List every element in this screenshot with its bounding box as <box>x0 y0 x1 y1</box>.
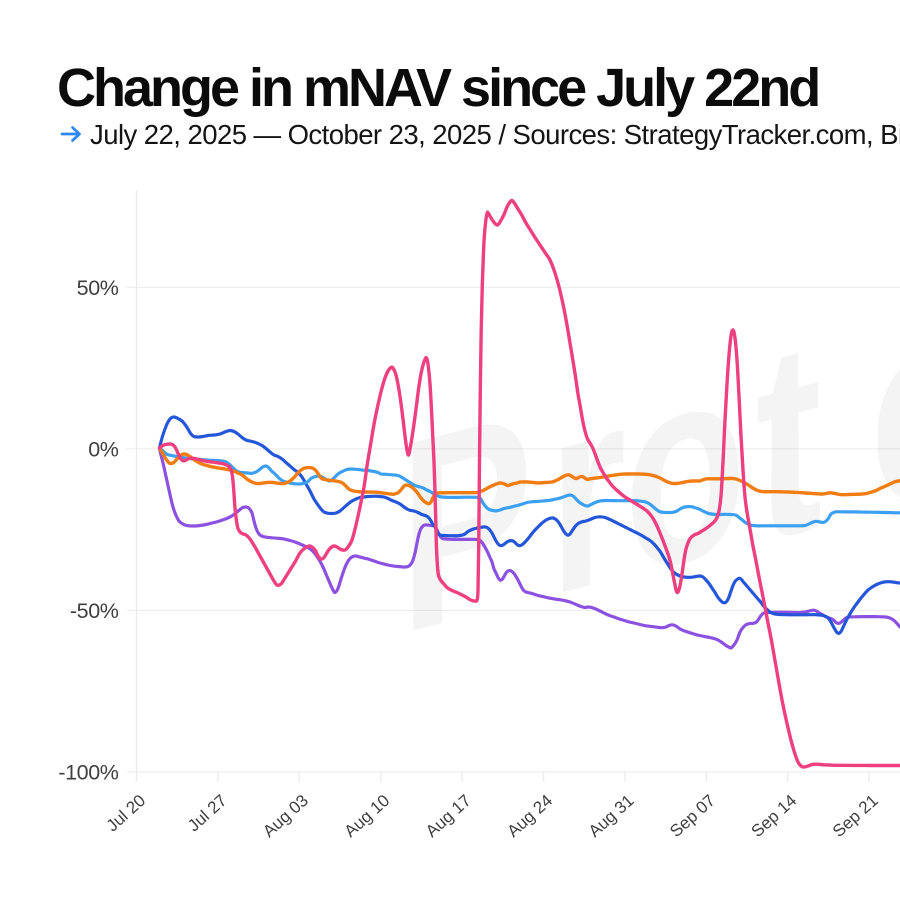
svg-text:o: o <box>624 299 747 635</box>
svg-text:t: t <box>755 280 823 602</box>
svg-text:-50%: -50% <box>70 599 119 623</box>
svg-text:Aug 03: Aug 03 <box>259 791 312 841</box>
svg-text:Aug 10: Aug 10 <box>341 791 394 841</box>
svg-text:0%: 0% <box>88 437 119 461</box>
svg-text:Aug 17: Aug 17 <box>422 791 475 841</box>
svg-text:Aug 31: Aug 31 <box>585 791 638 841</box>
svg-text:50%: 50% <box>77 276 119 300</box>
svg-text:Aug 24: Aug 24 <box>503 791 556 841</box>
svg-text:-100%: -100% <box>58 760 118 784</box>
svg-text:Jul 27: Jul 27 <box>184 791 230 835</box>
svg-text:Sep 07: Sep 07 <box>666 791 719 841</box>
svg-text:Sep 21: Sep 21 <box>829 791 882 841</box>
svg-text:Sep 14: Sep 14 <box>748 791 801 841</box>
svg-text:o: o <box>869 236 900 572</box>
svg-text:P: P <box>399 354 533 693</box>
svg-text:Jul 20: Jul 20 <box>103 791 149 835</box>
